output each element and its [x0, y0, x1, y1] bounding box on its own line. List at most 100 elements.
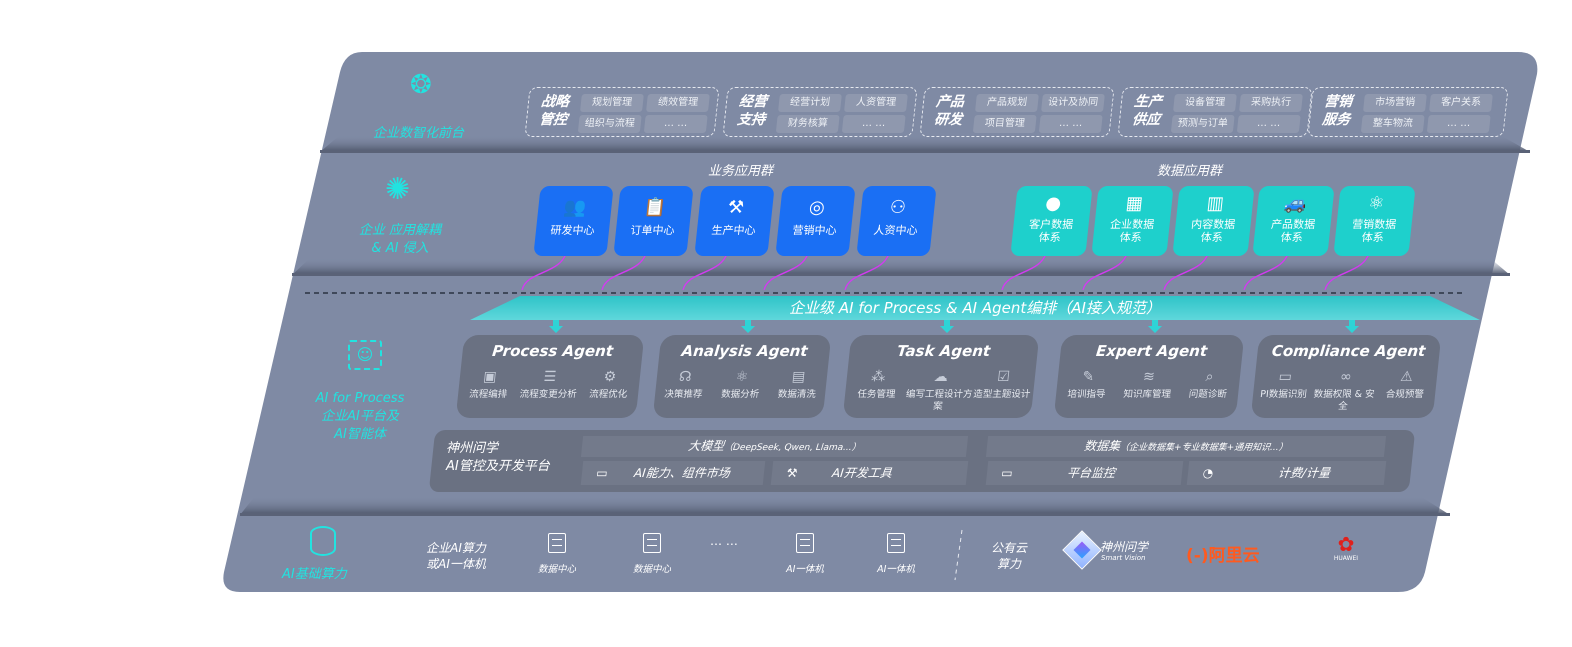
- platform-tool-label: AI开发工具: [831, 466, 893, 480]
- platform-tool[interactable]: ◔ 计费/计量: [1186, 461, 1387, 485]
- connector-curve: [1082, 249, 1129, 291]
- data-app-label-2: 体系: [1038, 231, 1062, 244]
- data-app-label-1: 营销数据: [1351, 218, 1397, 231]
- platform-tool-label: 平台监控: [1066, 466, 1116, 480]
- apps-layer-label-2: & AI 侵入: [371, 241, 429, 256]
- server-icon: [643, 533, 661, 553]
- front-chip[interactable]: 客户关系: [1429, 94, 1493, 112]
- front-group-title-2: 研发: [933, 112, 963, 128]
- front-group-title-2: 支持: [736, 112, 766, 128]
- data-app-card[interactable]: ▦ 企业数据 体系: [1091, 186, 1174, 256]
- front-chip[interactable]: 整车物流: [1360, 115, 1425, 133]
- front-chip[interactable]: … …: [1426, 115, 1491, 133]
- agent-name: Process Agent: [491, 342, 615, 360]
- enterprise-compute-title: 企业AI算力 或AI一体机: [418, 540, 494, 572]
- server-label: AI一体机: [877, 564, 915, 575]
- orchestration-band: [470, 296, 1480, 320]
- front-chip[interactable]: … …: [1236, 115, 1301, 133]
- model-label: 大模型: [687, 439, 725, 453]
- front-chip[interactable]: … …: [643, 115, 708, 133]
- server-label: 数据中心: [632, 564, 671, 575]
- front-chip[interactable]: 人资管理: [844, 94, 908, 112]
- business-app-card[interactable]: 📋 订单中心: [613, 186, 694, 256]
- server-item: AI一体机: [861, 533, 931, 575]
- face-scan-icon: ☺: [348, 340, 382, 370]
- agent-name: Task Agent: [896, 342, 992, 360]
- server-label: AI一体机: [786, 564, 824, 575]
- platform-tool[interactable]: ⚒ AI开发工具: [770, 461, 969, 485]
- front-chip[interactable]: 经营计划: [778, 94, 842, 112]
- business-app-card[interactable]: 👥 研发中心: [533, 186, 614, 256]
- dataset-note: （企业数据集+专业数据集+通用知识...）: [1119, 443, 1289, 453]
- connector-curve: [601, 249, 648, 291]
- business-app-label: 研发中心: [549, 224, 596, 237]
- agent-card[interactable]: Compliance Agent ▭ PI数据识别 ∞ 数据权限 & 安全 ⚠ 合规预警: [1250, 335, 1442, 418]
- servers-ellipsis: … …: [710, 534, 738, 548]
- model-bar: 大模型（DeepSeek, Qwen, Llama...）: [580, 436, 969, 457]
- brain-icon: ❂: [410, 70, 432, 100]
- front-chip[interactable]: 财务核算: [775, 115, 840, 133]
- optimize-icon: ⚙: [602, 369, 618, 385]
- gauge-icon: ◔: [1202, 466, 1214, 480]
- data-app-card[interactable]: ⚛ 营销数据 体系: [1333, 186, 1416, 256]
- agent-feature-label: 合规预警: [1385, 389, 1425, 400]
- enterprise-compute-title-2: 或AI一体机: [426, 557, 486, 571]
- aliyun-mark: (-): [1186, 546, 1209, 566]
- aliyun-logo: (-)阿里云: [1186, 541, 1260, 566]
- agent-card[interactable]: Expert Agent ✎ 培训指导 ≋ 知识库管理 ⌕ 问题诊断: [1053, 335, 1245, 418]
- front-group-title-1: 经营: [738, 94, 768, 110]
- front-chip[interactable]: … …: [1038, 115, 1103, 133]
- provider-aliyun: 阿里云: [1208, 546, 1260, 566]
- agent-card[interactable]: Process Agent ▣ 流程编排 ☰ 流程变更分析 ⚙ 流程优化: [455, 335, 645, 418]
- platform-title-2: AI管控及开发平台: [446, 459, 550, 474]
- agent-feature-label: 数据权限 & 安全: [1313, 389, 1376, 412]
- data-app-label: 客户数据 体系: [1012, 218, 1090, 244]
- front-chip[interactable]: 项目管理: [972, 115, 1037, 133]
- front-chip[interactable]: 采购执行: [1239, 94, 1303, 112]
- data-app-card[interactable]: ▥ 内容数据 体系: [1172, 186, 1255, 256]
- business-app-card[interactable]: ◎ 营销中心: [775, 186, 856, 256]
- business-app-label: 营销中心: [791, 224, 838, 237]
- agent-feature-label: 数据清洗: [777, 389, 817, 400]
- dataset-bar: 数据集（企业数据集+专业数据集+通用知识...）: [985, 436, 1387, 457]
- business-app-label: 人资中心: [872, 224, 919, 237]
- front-group-title-1: 战略: [540, 94, 570, 110]
- front-chip[interactable]: 预测与订单: [1170, 115, 1235, 133]
- front-chip[interactable]: … …: [841, 115, 906, 133]
- server-icon: [887, 533, 905, 553]
- agent-card[interactable]: Task Agent ⁂ 任务管理 ☁ 编写工程设计方案 ☑ 造型主题设计: [842, 335, 1040, 418]
- agent-feature-label: 编写工程设计方案: [905, 389, 973, 412]
- agent-card[interactable]: Analysis Agent ☊ 决策推荐 ⚛ 数据分析 ▤ 数据清洗: [652, 335, 834, 418]
- front-chip[interactable]: 设备管理: [1173, 94, 1237, 112]
- front-chip[interactable]: 规划管理: [580, 94, 644, 112]
- data-app-label: 内容数据 体系: [1174, 218, 1252, 244]
- apps-layer-label-1: 企业 应用解耦: [358, 223, 442, 238]
- dev-tool-icon: ⚒: [785, 466, 799, 480]
- front-chip[interactable]: 绩效管理: [646, 94, 710, 112]
- connector-curve: [1163, 249, 1210, 291]
- data-app-label-2: 体系: [1200, 231, 1224, 244]
- front-chip[interactable]: 设计及协同: [1041, 94, 1105, 112]
- platform-tool[interactable]: ▭ AI能力、组件市场: [580, 461, 766, 485]
- business-app-card[interactable]: ⚇ 人资中心: [856, 186, 937, 256]
- orchestration-label: 企业级 AI for Process & AI Agent编排（AI接入规范）: [789, 299, 1161, 317]
- front-chip[interactable]: 市场营销: [1363, 94, 1427, 112]
- enterprise-compute-title-1: 企业AI算力: [426, 541, 486, 555]
- front-chip[interactable]: 产品规划: [975, 94, 1039, 112]
- agent-feature: ▤ 数据清洗: [761, 369, 834, 401]
- compute-layer-label: AI基础算力: [282, 567, 347, 582]
- data-app-card[interactable]: ● 客户数据 体系: [1010, 186, 1093, 256]
- front-group-title: 生产 供应: [1131, 93, 1163, 129]
- front-chip[interactable]: 组织与流程: [577, 115, 642, 133]
- agent-name: Expert Agent: [1095, 342, 1209, 360]
- connector-curve: [1001, 249, 1048, 291]
- connector-curve: [844, 249, 891, 291]
- data-app-card[interactable]: 🚙 产品数据 体系: [1252, 186, 1335, 256]
- clipboard-icon: 📋: [642, 197, 668, 218]
- platform-tool[interactable]: ▭ 平台监控: [985, 461, 1184, 485]
- provider-smart-vision: 神州问学: [1100, 540, 1149, 554]
- server-icon: [548, 533, 566, 553]
- apps-layer-label: 企业 应用解耦 & AI 侵入: [345, 222, 455, 258]
- business-app-card[interactable]: ⚒ 生产中心: [694, 186, 775, 256]
